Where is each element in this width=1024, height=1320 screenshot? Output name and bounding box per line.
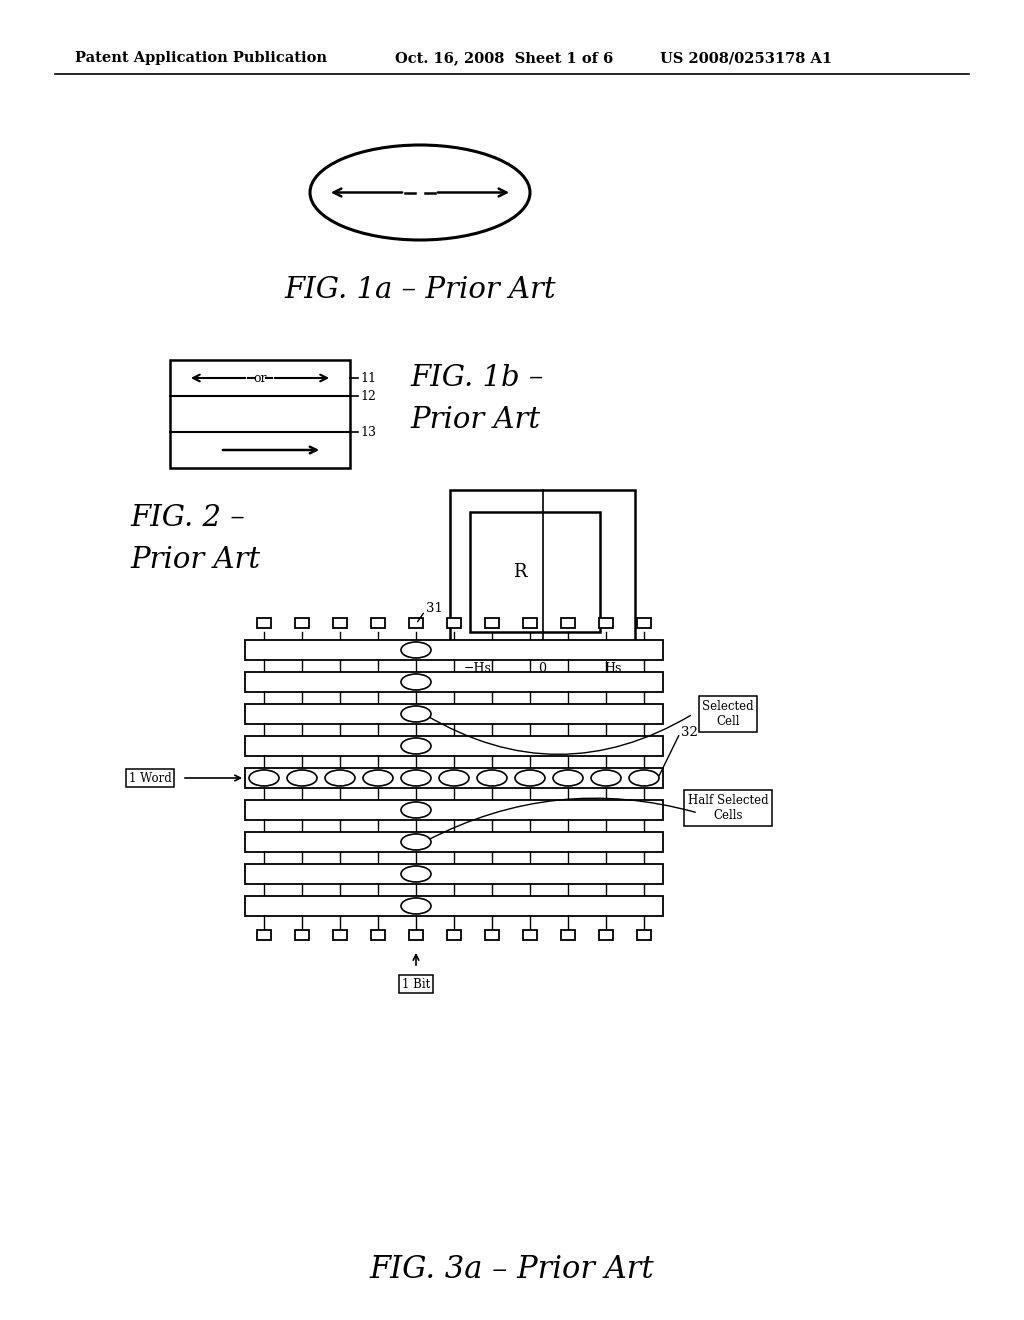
Bar (485, 931, 499, 940)
Bar (245, 737, 663, 756)
Bar (371, 931, 385, 940)
Ellipse shape (401, 706, 431, 722)
Bar (409, 931, 423, 940)
Ellipse shape (515, 770, 545, 785)
Bar (371, 618, 385, 628)
Ellipse shape (401, 834, 431, 850)
Text: Hs: Hs (604, 661, 622, 675)
Text: 1 Word: 1 Word (129, 771, 171, 784)
Bar (245, 865, 663, 884)
Ellipse shape (401, 770, 431, 785)
Bar (295, 618, 309, 628)
Ellipse shape (477, 770, 507, 785)
Bar (599, 618, 613, 628)
Ellipse shape (553, 770, 583, 785)
Text: FIG. 1a – Prior Art: FIG. 1a – Prior Art (285, 276, 556, 304)
Ellipse shape (401, 866, 431, 882)
Bar (599, 931, 613, 940)
Text: 31: 31 (426, 602, 442, 615)
Bar (257, 618, 271, 628)
Bar (450, 490, 635, 649)
Text: or: or (253, 371, 266, 384)
Bar (447, 618, 461, 628)
Text: 13: 13 (360, 425, 376, 438)
Ellipse shape (249, 770, 279, 785)
Ellipse shape (401, 803, 431, 818)
Bar (561, 931, 575, 940)
Ellipse shape (401, 738, 431, 754)
Bar (447, 931, 461, 940)
Text: Half Selected
Cells: Half Selected Cells (688, 795, 768, 822)
Bar (523, 618, 537, 628)
Bar (245, 832, 663, 851)
Text: 12: 12 (360, 389, 376, 403)
Bar (637, 931, 651, 940)
Text: Oct. 16, 2008  Sheet 1 of 6: Oct. 16, 2008 Sheet 1 of 6 (395, 51, 613, 65)
Bar (295, 931, 309, 940)
Text: 0: 0 (539, 661, 547, 675)
Ellipse shape (401, 642, 431, 657)
Text: Selected
Cell: Selected Cell (702, 700, 754, 729)
Bar (245, 640, 663, 660)
Bar (561, 618, 575, 628)
Bar (485, 618, 499, 628)
Ellipse shape (401, 675, 431, 690)
Ellipse shape (591, 770, 621, 785)
Bar (245, 896, 663, 916)
Ellipse shape (362, 770, 393, 785)
Ellipse shape (629, 770, 659, 785)
Bar (637, 618, 651, 628)
Ellipse shape (287, 770, 317, 785)
Text: FIG. 2 –: FIG. 2 – (130, 504, 245, 532)
Bar (523, 931, 537, 940)
Bar (409, 618, 423, 628)
Text: FIG. 1b –: FIG. 1b – (410, 364, 544, 392)
Ellipse shape (439, 770, 469, 785)
Text: US 2008/0253178 A1: US 2008/0253178 A1 (660, 51, 833, 65)
Bar (333, 618, 347, 628)
Bar (245, 672, 663, 692)
Bar (257, 931, 271, 940)
Text: FIG. 3a – Prior Art: FIG. 3a – Prior Art (370, 1254, 654, 1286)
Text: Prior Art: Prior Art (130, 546, 260, 574)
Bar (470, 512, 600, 632)
Bar (245, 768, 663, 788)
Text: −Hs: −Hs (464, 661, 492, 675)
Bar (245, 704, 663, 723)
Bar (333, 931, 347, 940)
Text: 32: 32 (681, 726, 698, 739)
Ellipse shape (325, 770, 355, 785)
Ellipse shape (401, 898, 431, 913)
Bar (245, 800, 663, 820)
Text: Patent Application Publication: Patent Application Publication (75, 51, 327, 65)
Text: 11: 11 (360, 371, 376, 384)
Bar (170, 360, 350, 469)
Text: R: R (513, 564, 526, 581)
Text: 1 Bit: 1 Bit (401, 978, 430, 990)
Text: Prior Art: Prior Art (410, 407, 540, 434)
